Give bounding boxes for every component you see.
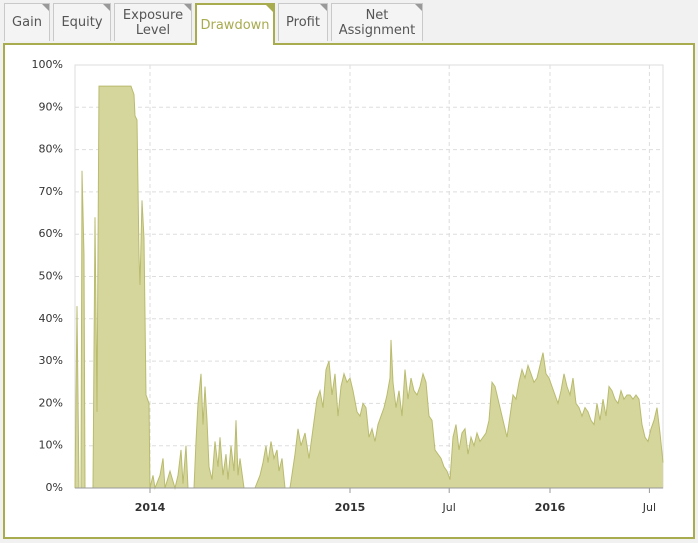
- tab[interactable]: Gain: [4, 3, 50, 41]
- x-tick-label: Jul: [642, 501, 656, 514]
- y-tick-label: 90%: [39, 100, 63, 113]
- y-tick-label: 40%: [39, 312, 63, 325]
- y-tick-label: 50%: [39, 270, 63, 283]
- area-line: [74, 85, 664, 490]
- x-tick-label: 2014: [135, 501, 166, 514]
- y-tick-label: 20%: [39, 396, 63, 409]
- x-tick-label: 2016: [535, 501, 566, 514]
- tab[interactable]: Profit: [278, 3, 328, 41]
- y-tick-label: 30%: [39, 354, 63, 367]
- tab[interactable]: Net Assignment: [331, 3, 423, 41]
- y-tick-label: 10%: [39, 439, 63, 452]
- y-tick-label: 60%: [39, 227, 63, 240]
- tab[interactable]: Exposure Level: [114, 3, 192, 41]
- area-fill: [75, 86, 663, 489]
- x-tick-label: Jul: [442, 501, 456, 514]
- tab[interactable]: Drawdown: [195, 3, 275, 45]
- y-tick-label: 100%: [32, 58, 63, 71]
- x-tick-label: 2015: [335, 501, 366, 514]
- y-tick-label: 70%: [39, 185, 63, 198]
- y-tick-label: 80%: [39, 143, 63, 156]
- y-tick-label: 0%: [46, 481, 63, 494]
- tab[interactable]: Equity: [53, 3, 111, 41]
